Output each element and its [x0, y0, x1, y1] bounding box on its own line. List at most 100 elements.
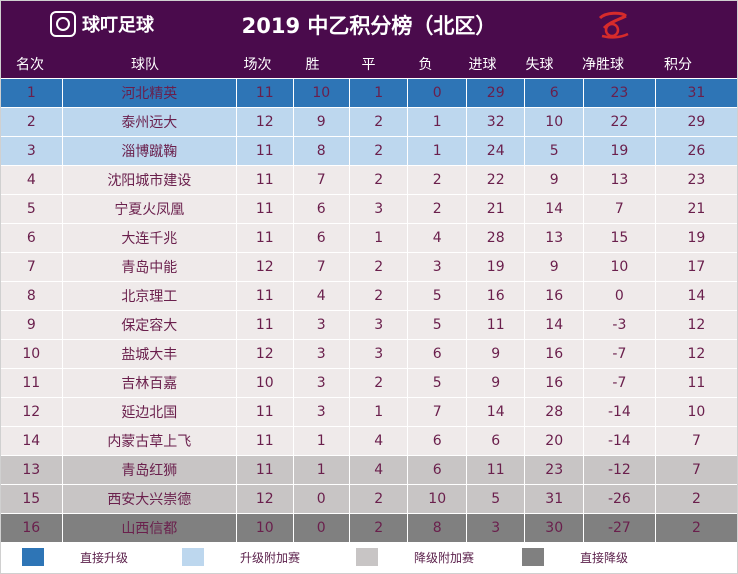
table-cell: 10	[292, 78, 350, 108]
table-cell: 19	[654, 223, 738, 253]
table-cell: 10	[236, 513, 294, 543]
table-cell: 1	[0, 78, 63, 108]
table-cell: 14	[524, 194, 584, 224]
table-cell: 3	[348, 194, 409, 224]
table-cell: -14	[582, 397, 656, 427]
table-cell: 3	[348, 310, 409, 340]
table-cell: 2	[348, 281, 409, 311]
table-cell: 9	[465, 368, 526, 398]
table-cell: 13	[582, 165, 656, 195]
table-cell: 1	[407, 107, 467, 137]
title-bar: 球叮足球 2019 中乙积分榜（北区）	[0, 0, 738, 50]
table-cell: 8	[0, 281, 63, 311]
table-cell: 14	[465, 397, 526, 427]
logo-text: 球叮足球	[82, 15, 154, 36]
team-name-cell: 大连千兆	[61, 223, 238, 253]
table-cell: 12	[236, 339, 294, 369]
team-name-cell: 保定容大	[61, 310, 238, 340]
table-row: 4 沈阳城市建设 11 7 2 2 22 9 13 23	[0, 165, 738, 195]
team-name-cell: 北京理工	[61, 281, 238, 311]
table-cell: 21	[654, 194, 738, 224]
table-cell: 4	[348, 455, 409, 485]
table-cell: 5	[407, 310, 467, 340]
table-cell: 5	[407, 281, 467, 311]
legend-item: 直接降级	[522, 548, 628, 566]
table-cell: 6	[292, 194, 350, 224]
team-name-cell: 盐城大丰	[61, 339, 238, 369]
column-header: 进球	[468, 57, 497, 73]
column-header: 平	[361, 57, 376, 73]
legend-label: 直接降级	[580, 550, 629, 565]
table-cell: 1	[407, 136, 467, 166]
table-cell: 11	[236, 281, 294, 311]
table-cell: -12	[582, 455, 656, 485]
table-row: 3 淄博蹴鞠 11 8 2 1 24 5 19 26	[0, 136, 738, 166]
team-name-cell: 延边北国	[61, 397, 238, 427]
table-header: 名次 球队 场次 胜 平 负 进球 失球 净胜球 积分	[0, 50, 738, 78]
table-cell: 2	[0, 107, 63, 137]
table-row: 1 河北精英 11 10 1 0 29 6 23 31	[0, 78, 738, 108]
table-cell: 11	[236, 455, 294, 485]
table-cell: 6	[407, 426, 467, 456]
table-row: 5 宁夏火凤凰 11 6 3 2 21 14 7 21	[0, 194, 738, 224]
table-cell: 6	[465, 426, 526, 456]
column-header: 胜	[305, 57, 320, 73]
table-cell: 10	[582, 252, 656, 282]
table-cell: 4	[292, 281, 350, 311]
table-cell: 10	[236, 368, 294, 398]
table-cell: 10	[0, 339, 63, 369]
table-row: 9 保定容大 11 3 3 5 11 14 -3 12	[0, 310, 738, 340]
table-cell: 4	[348, 426, 409, 456]
table-cell: 12	[654, 339, 738, 369]
table-row: 14 内蒙古草上飞 11 1 4 6 6 20 -14 7	[0, 426, 738, 456]
standings-table: 1 河北精英 11 10 1 0 29 6 23 31 2 泰州远大 12 9 2 1 32 10 22 29 3 淄博蹴…	[0, 78, 738, 543]
table-cell: 13	[524, 223, 584, 253]
table-cell: 23	[582, 78, 656, 108]
table-cell: 2	[348, 513, 409, 543]
table-cell: 7	[654, 455, 738, 485]
table-cell: 7	[407, 397, 467, 427]
brand-logo: 球叮足球	[50, 10, 154, 38]
table-cell: 7	[292, 165, 350, 195]
logo-icon	[50, 11, 76, 37]
legend-swatch	[522, 548, 544, 566]
table-cell: 0	[407, 78, 467, 108]
table-cell: 12	[236, 107, 294, 137]
table-cell: 12	[0, 397, 63, 427]
table-cell: 12	[236, 484, 294, 514]
table-row: 13 青岛红狮 11 1 4 6 11 23 -12 7	[0, 455, 738, 485]
table-cell: 5	[465, 484, 526, 514]
table-cell: 31	[654, 78, 738, 108]
table-cell: 16	[524, 281, 584, 311]
page-title: 2019 中乙积分榜（北区）	[241, 14, 497, 38]
table-cell: 14	[524, 310, 584, 340]
column-header: 负	[418, 57, 433, 73]
team-name-cell: 青岛中能	[61, 252, 238, 282]
team-name-cell: 河北精英	[61, 78, 238, 108]
table-cell: 32	[465, 107, 526, 137]
team-name-cell: 西安大兴崇德	[61, 484, 238, 514]
table-cell: 23	[654, 165, 738, 195]
table-cell: 9	[524, 252, 584, 282]
team-name-cell: 泰州远大	[61, 107, 238, 137]
table-cell: 12	[236, 252, 294, 282]
team-name-cell: 山西信都	[61, 513, 238, 543]
table-cell: -14	[582, 426, 656, 456]
table-cell: 29	[465, 78, 526, 108]
table-cell: 1	[292, 426, 350, 456]
table-row: 11 吉林百嘉 10 3 2 5 9 16 -7 11	[0, 368, 738, 398]
table-cell: 7	[0, 252, 63, 282]
table-cell: 11	[236, 397, 294, 427]
legend-item: 升级附加赛	[182, 548, 300, 566]
table-cell: 11	[236, 426, 294, 456]
table-cell: 24	[465, 136, 526, 166]
table-cell: 2	[407, 165, 467, 195]
table-cell: 19	[582, 136, 656, 166]
legend-swatch	[22, 548, 44, 566]
column-header: 积分	[664, 57, 692, 73]
table-cell: 15	[582, 223, 656, 253]
table-row: 6 大连千兆 11 6 1 4 28 13 15 19	[0, 223, 738, 253]
table-cell: 9	[0, 310, 63, 340]
team-name-cell: 淄博蹴鞠	[61, 136, 238, 166]
